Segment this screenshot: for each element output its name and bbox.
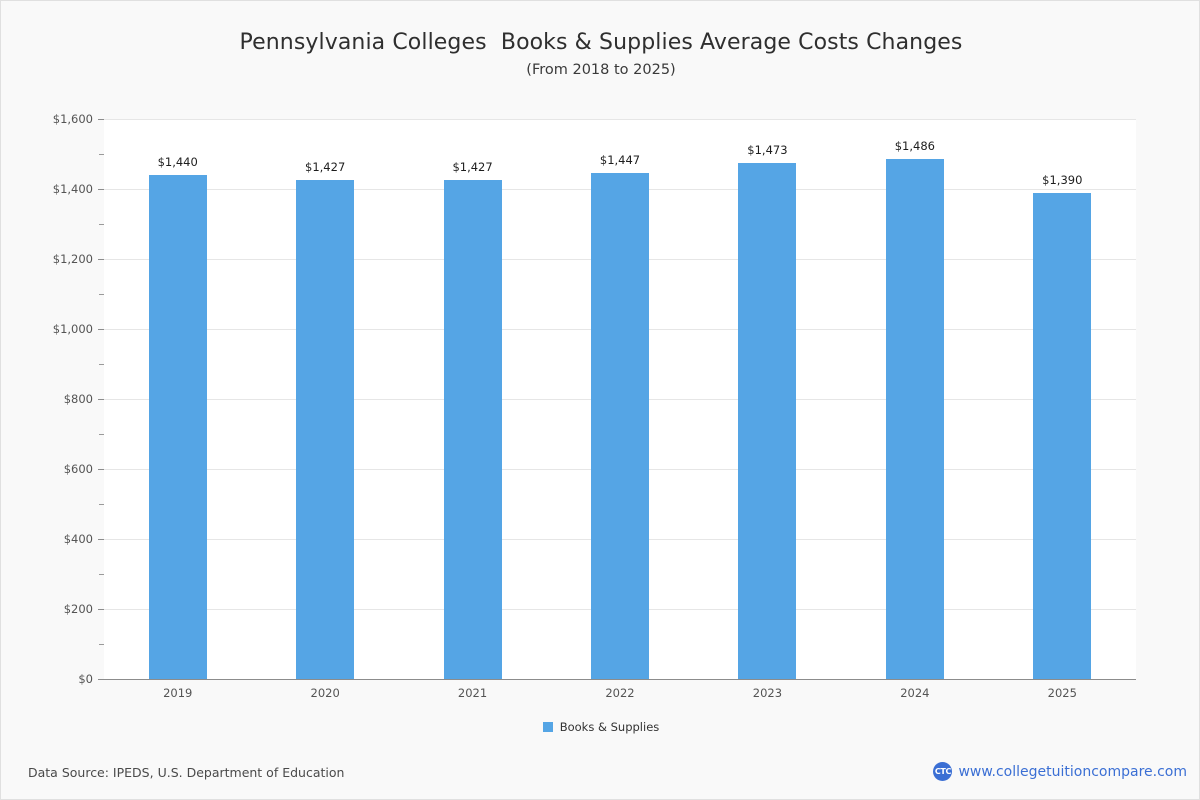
y-axis-label: $400 — [63, 532, 93, 546]
bar[interactable] — [591, 172, 649, 679]
y-tick-minor — [99, 294, 104, 295]
x-axis-label: 2020 — [310, 686, 340, 700]
y-tick-minor — [99, 154, 104, 155]
data-source-text: Data Source: IPEDS, U.S. Department of E… — [28, 765, 345, 780]
y-tick — [98, 469, 104, 470]
plot-area — [104, 119, 1136, 680]
bar[interactable] — [1033, 192, 1092, 679]
y-tick-minor — [99, 574, 104, 575]
ctc-logo-icon: CTC — [933, 762, 953, 781]
legend-label-books-supplies: Books & Supplies — [559, 720, 660, 734]
bar[interactable] — [738, 163, 797, 679]
x-axis-label: 2022 — [605, 686, 635, 700]
bar-value-label: $1,440 — [157, 155, 198, 169]
x-axis-label: 2024 — [900, 686, 930, 700]
gridline — [104, 679, 1136, 680]
y-axis-label: $200 — [63, 602, 93, 616]
y-tick — [98, 329, 104, 330]
bar[interactable] — [148, 175, 207, 679]
y-tick — [98, 189, 104, 190]
y-axis-label: $1,000 — [52, 322, 93, 336]
x-axis-label: 2019 — [163, 686, 193, 700]
bar-value-label: $1,427 — [452, 159, 493, 174]
y-tick — [98, 609, 104, 610]
title-block: Pennsylvania Colleges Books & Supplies A… — [1, 29, 1200, 81]
bar-value-label: $1,447 — [599, 152, 641, 167]
legend-swatch-books-supplies — [542, 722, 553, 732]
bar-value-label: $1,427 — [305, 159, 346, 174]
brand-footer[interactable]: CTC www.collegetuitioncompare.com — [933, 762, 1187, 781]
y-tick-minor — [99, 434, 104, 435]
y-tick — [98, 259, 104, 260]
chart-legend[interactable]: Books & Supplies — [1, 720, 1200, 734]
y-axis-label: $1,200 — [52, 252, 93, 266]
bar[interactable] — [443, 179, 502, 679]
chart-subtitle: (From 2018 to 2025) — [526, 62, 676, 78]
y-axis-label: $600 — [63, 462, 93, 476]
x-axis-label: 2023 — [752, 686, 783, 700]
bar[interactable] — [885, 158, 944, 679]
y-axis-label: $1,400 — [52, 182, 93, 196]
y-tick — [98, 679, 104, 680]
bar-value-label: $1,473 — [747, 143, 788, 158]
bar-value-label: $1,486 — [894, 138, 935, 153]
y-tick-minor — [99, 224, 104, 225]
y-axis-label: $0 — [78, 672, 93, 686]
y-axis-label: $1,600 — [52, 112, 93, 126]
y-tick-minor — [99, 504, 104, 505]
y-tick — [98, 119, 104, 120]
bar[interactable] — [296, 179, 355, 679]
chart-title: Pennsylvania Colleges Books & Supplies A… — [239, 30, 963, 55]
bar-value-label: $1,390 — [1042, 172, 1083, 187]
y-axis-label: $800 — [63, 392, 93, 406]
gridline — [104, 119, 1136, 120]
x-axis-label: 2021 — [457, 686, 488, 700]
brand-website-link[interactable]: www.collegetuitioncompare.com — [958, 763, 1187, 780]
y-tick — [98, 399, 104, 400]
y-tick-minor — [99, 644, 104, 645]
x-axis-label: 2025 — [1047, 686, 1077, 700]
y-tick-minor — [99, 364, 104, 365]
y-tick — [98, 539, 104, 540]
